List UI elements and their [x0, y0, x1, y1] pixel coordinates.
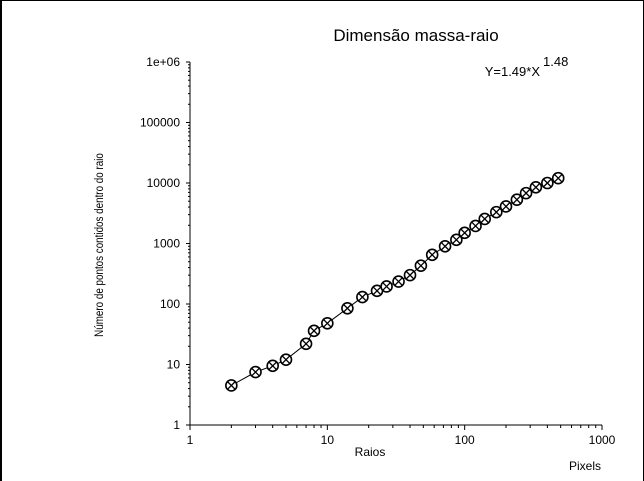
data-point [356, 290, 369, 304]
x-tick-label: 1000 [589, 433, 616, 447]
x-ticks: 1 10 100 1000 [187, 425, 616, 447]
data-point [478, 212, 492, 226]
y-axis-label: Número de pontos contidos dentro do raio [93, 153, 106, 337]
fit-equation: Y=1.49*X [485, 64, 541, 79]
data-point [551, 171, 565, 185]
y-tick-label: 1000 [153, 237, 180, 251]
data-point [403, 268, 417, 282]
data-point [425, 248, 439, 262]
y-tick-label: 10000 [147, 176, 181, 190]
chart-title: Dimensão massa-raio [333, 26, 498, 45]
data-point [341, 301, 354, 315]
data-point [249, 365, 262, 379]
x-axis-unit: Pixels [569, 459, 601, 473]
data-point [438, 239, 452, 253]
y-tick-label: 1e+06 [146, 55, 180, 69]
data-point [225, 379, 238, 392]
data-point [541, 176, 554, 190]
data-point [307, 324, 321, 338]
data-point [414, 259, 428, 272]
data-point [370, 284, 384, 298]
x-tick-label: 100 [455, 433, 475, 447]
y-tick-label: 10 [167, 358, 181, 372]
data-point [266, 359, 279, 373]
y-tick-label: 1 [173, 418, 180, 432]
data-point [510, 193, 524, 206]
data-points [225, 171, 565, 392]
y-ticks: 1 10 100 1000 10000 100000 1e+06 [140, 55, 190, 432]
data-point [392, 275, 405, 288]
y-tick-label: 100000 [140, 116, 180, 130]
data-point [529, 180, 543, 194]
data-point [519, 186, 533, 200]
data-point [490, 205, 503, 219]
data-point [450, 233, 463, 247]
data-point [380, 280, 393, 293]
data-point [458, 226, 471, 240]
data-point [279, 353, 293, 367]
fit-exponent: 1.48 [543, 54, 568, 69]
data-point [499, 200, 513, 213]
data-point [321, 316, 334, 330]
x-tick-label: 10 [321, 433, 335, 447]
x-axis-label: Raios [355, 445, 386, 459]
x-tick-label: 1 [187, 433, 194, 447]
data-point [299, 337, 313, 351]
data-point [469, 219, 482, 233]
y-tick-label: 100 [160, 297, 180, 311]
